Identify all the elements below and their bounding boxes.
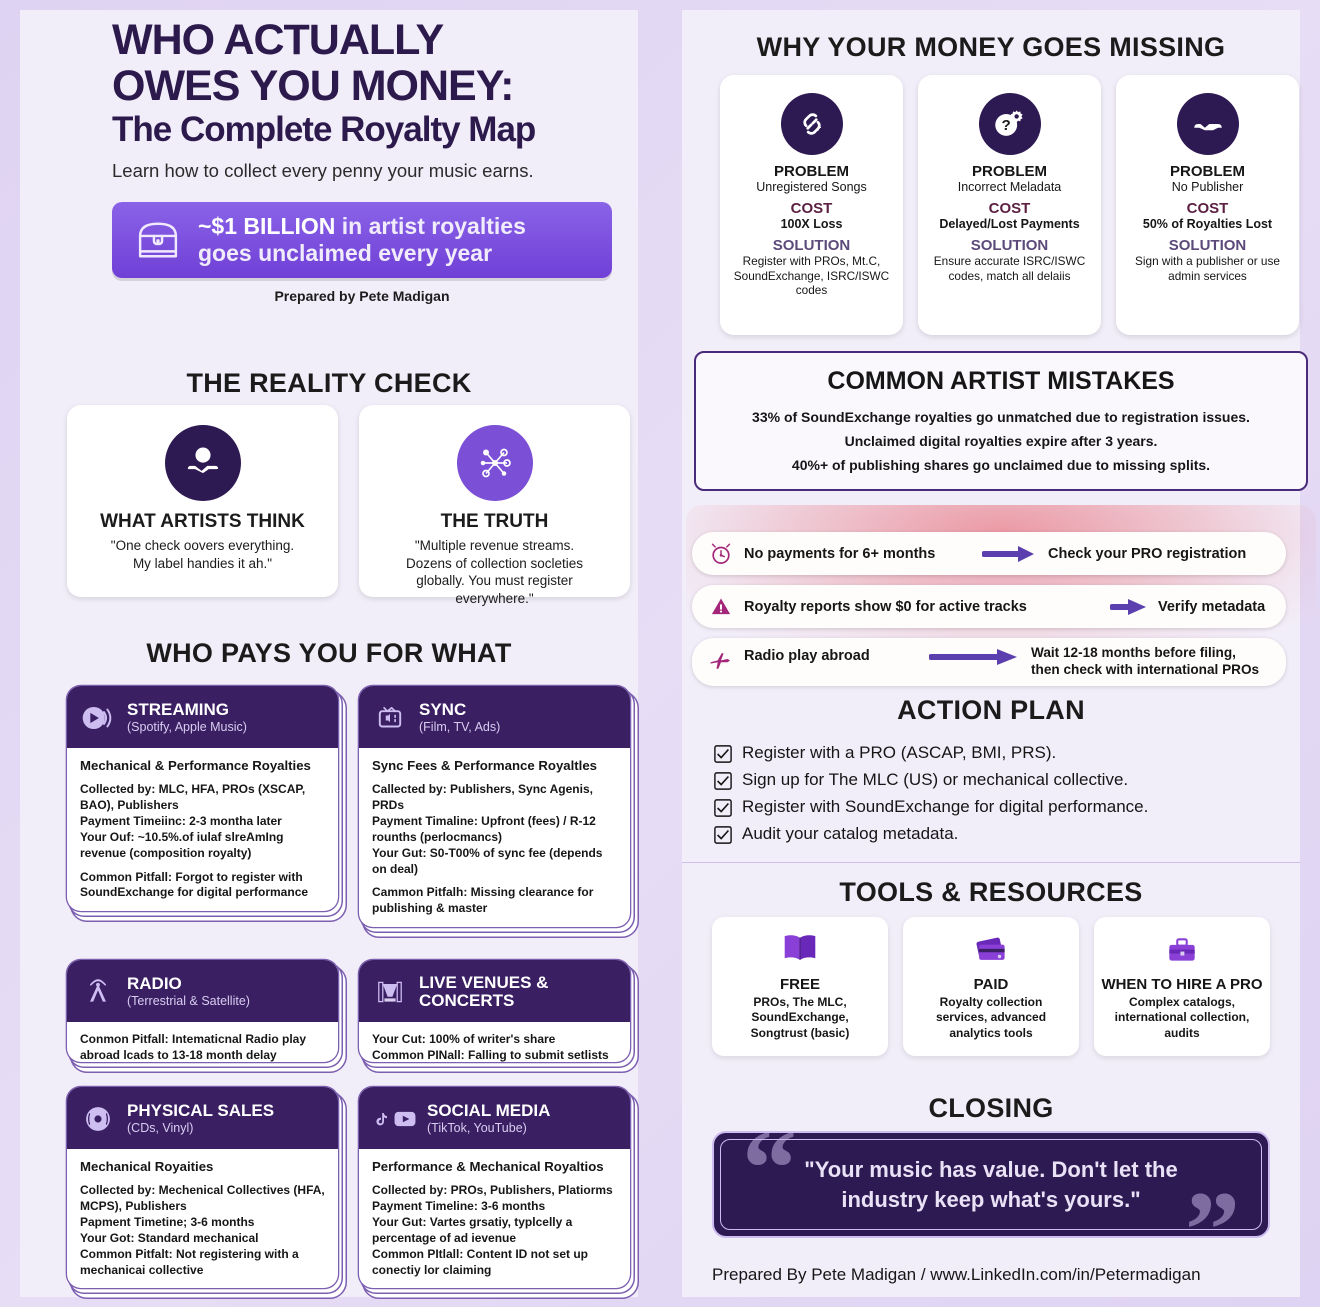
svg-text:?: ? (1001, 117, 1010, 134)
